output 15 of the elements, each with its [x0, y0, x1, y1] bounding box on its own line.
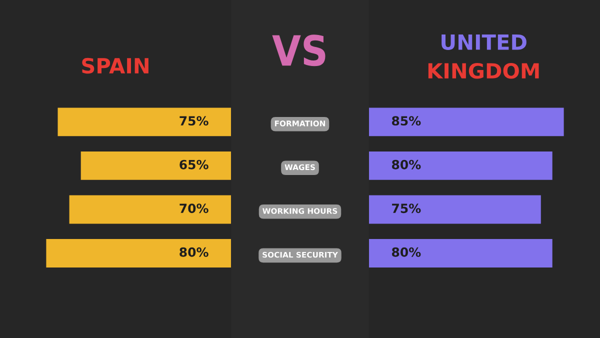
bar — [69, 195, 231, 224]
text: VS — [272, 34, 326, 66]
bar — [80, 151, 231, 180]
data-label: 80% — [392, 160, 421, 170]
data-label: 75% — [392, 204, 421, 214]
bar — [46, 239, 231, 268]
data-label: 75% — [180, 116, 208, 126]
bar — [58, 108, 231, 136]
data-label: 80% — [180, 247, 208, 257]
data-label: 65% — [180, 160, 208, 170]
chart-title: SPAIN — [82, 58, 148, 74]
data-label: 70% — [180, 204, 208, 214]
data-label: 80% — [392, 247, 421, 257]
chart-title: UNITED KINGDOM — [428, 34, 539, 79]
data-label: 85% — [392, 116, 421, 126]
